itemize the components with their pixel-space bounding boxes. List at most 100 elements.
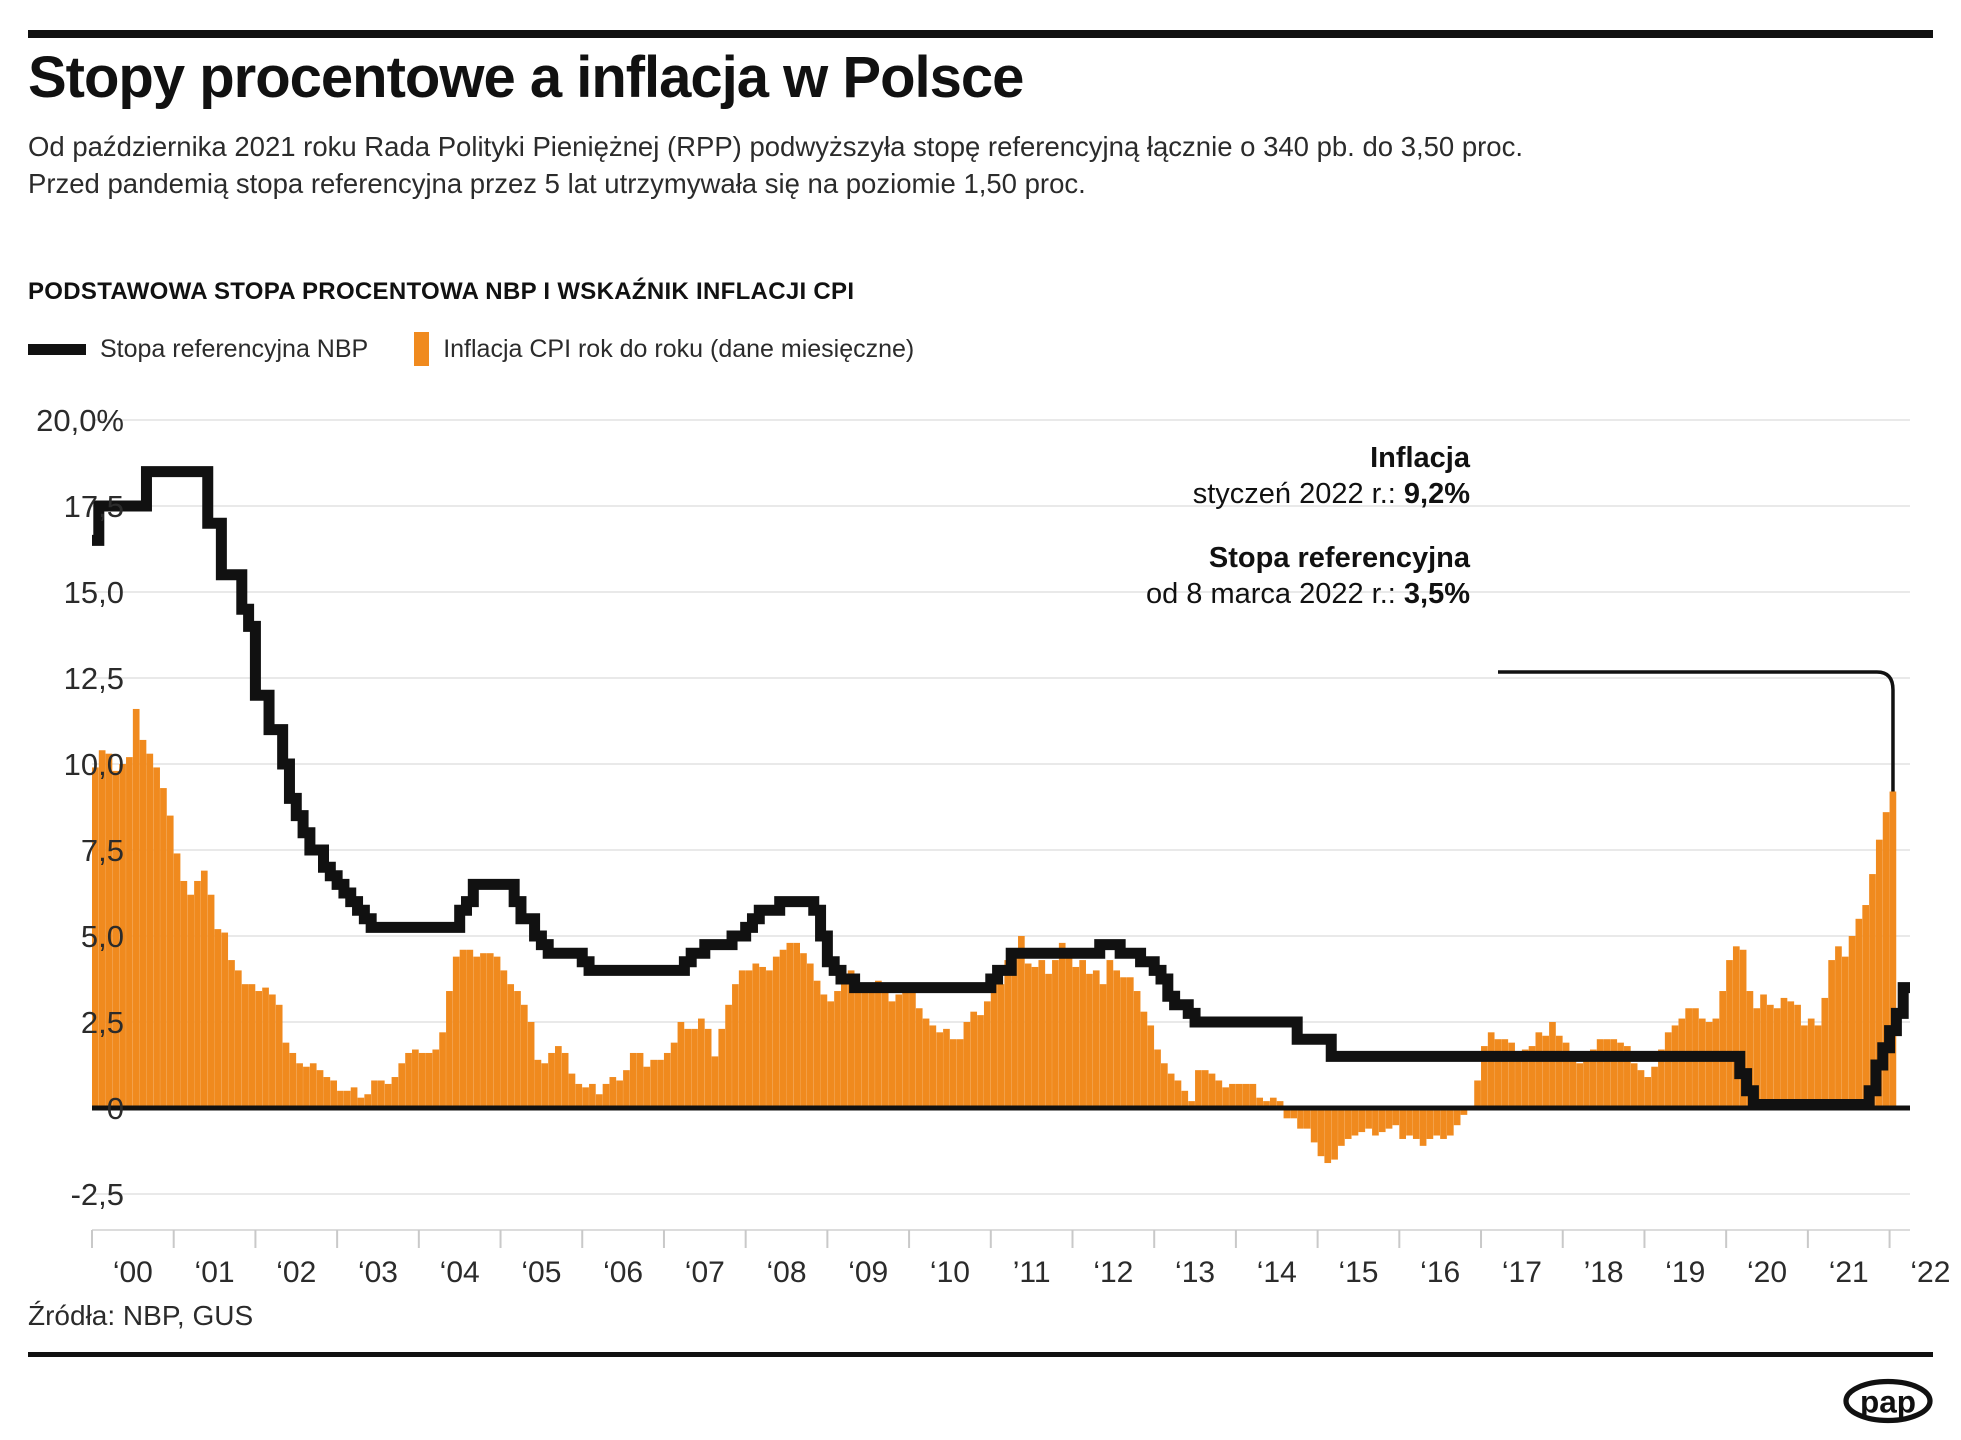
bar — [1099, 984, 1107, 1108]
bar — [629, 1052, 637, 1108]
bar — [589, 1083, 596, 1108]
bar — [1630, 1063, 1638, 1108]
bar — [432, 1049, 440, 1108]
bar — [1767, 1004, 1774, 1108]
bar — [1460, 1108, 1468, 1115]
bar — [1052, 960, 1059, 1108]
bar — [779, 949, 787, 1108]
bar — [943, 1028, 950, 1108]
bar — [1208, 1073, 1216, 1108]
bar — [575, 1083, 583, 1108]
bar — [1542, 1035, 1549, 1108]
bar — [173, 853, 181, 1108]
bar — [595, 1094, 603, 1108]
bar — [1106, 960, 1114, 1108]
bar — [166, 815, 174, 1108]
bar — [1780, 997, 1788, 1108]
bar — [963, 1022, 971, 1108]
bar — [514, 991, 521, 1108]
bar — [834, 991, 841, 1108]
x-tick-label: ‘15 — [1338, 1256, 1378, 1289]
bar — [643, 1066, 651, 1108]
chart-heading: PODSTAWOWA STOPA PROCENTOWA NBP I WSKAŹN… — [28, 278, 855, 305]
annotation-stopa-title: Stopa referencyjna — [1208, 542, 1470, 574]
bar — [568, 1073, 576, 1108]
bar — [1161, 1063, 1168, 1108]
bar — [1583, 1052, 1590, 1108]
bar — [200, 870, 208, 1108]
bar — [1549, 1022, 1556, 1108]
bar — [1378, 1108, 1386, 1133]
bar — [745, 970, 753, 1108]
bar — [840, 984, 848, 1108]
bar — [1889, 791, 1897, 1108]
bar — [602, 1083, 610, 1108]
bar — [1555, 1035, 1563, 1108]
bar — [1195, 1070, 1202, 1108]
bar — [92, 767, 99, 1108]
bar — [1589, 1049, 1597, 1108]
bar — [1698, 1018, 1706, 1108]
bar — [1644, 1077, 1652, 1108]
bar — [439, 1032, 446, 1108]
bar — [800, 953, 807, 1108]
bar — [1269, 1097, 1277, 1108]
bar — [1283, 1108, 1291, 1119]
x-tick-label: ‘14 — [1257, 1256, 1297, 1289]
bar — [1848, 936, 1856, 1108]
bar — [1535, 1032, 1543, 1108]
bar — [813, 980, 821, 1108]
y-tick-label: -2,5 — [71, 1177, 124, 1212]
bar — [1174, 1080, 1182, 1108]
bar — [1494, 1039, 1502, 1108]
bar — [1882, 812, 1890, 1108]
bar — [1406, 1108, 1413, 1136]
bar — [1440, 1108, 1447, 1139]
bar — [1045, 973, 1052, 1108]
bar — [1018, 936, 1025, 1108]
bar — [983, 1001, 991, 1108]
chart-legend: Stopa referencyjna NBP Inflacja CPI rok … — [28, 332, 914, 366]
bar — [1256, 1097, 1264, 1108]
bar — [371, 1080, 378, 1108]
bar — [1753, 1008, 1761, 1108]
y-tick-label: 15,0 — [64, 575, 124, 610]
bar — [1120, 977, 1127, 1108]
bar — [316, 1070, 324, 1108]
bar — [786, 942, 794, 1108]
legend-item-stopa: Stopa referencyjna NBP — [28, 335, 368, 364]
bar — [1086, 973, 1093, 1108]
bar — [1671, 1025, 1679, 1108]
bar — [990, 984, 998, 1108]
bar — [1201, 1070, 1209, 1108]
bar — [1501, 1039, 1509, 1108]
bar — [1487, 1032, 1495, 1108]
x-tick-label: ‘00 — [113, 1256, 153, 1289]
x-tick-label: ’11 — [1013, 1256, 1051, 1289]
bar — [759, 966, 766, 1108]
bar — [418, 1052, 426, 1108]
bar — [1705, 1022, 1713, 1108]
svg-text:pap: pap — [1860, 1383, 1916, 1419]
bar — [1855, 918, 1863, 1108]
bar — [1651, 1066, 1658, 1108]
bar — [548, 1052, 555, 1108]
bar — [1726, 960, 1733, 1108]
bar — [1875, 839, 1883, 1108]
bar — [452, 956, 460, 1108]
bar — [384, 1083, 392, 1108]
bar — [1113, 970, 1121, 1108]
bar — [1303, 1108, 1311, 1129]
bar — [949, 1039, 957, 1108]
bar — [405, 1052, 412, 1108]
bar — [221, 932, 229, 1108]
bar — [1167, 1073, 1175, 1108]
bar — [636, 1052, 644, 1108]
bar — [725, 1004, 732, 1108]
bar — [377, 1080, 385, 1108]
bar — [1031, 966, 1039, 1108]
line-series-stopa — [92, 466, 1910, 1111]
bar — [480, 953, 487, 1108]
bar — [820, 994, 828, 1108]
bar — [1760, 994, 1767, 1108]
